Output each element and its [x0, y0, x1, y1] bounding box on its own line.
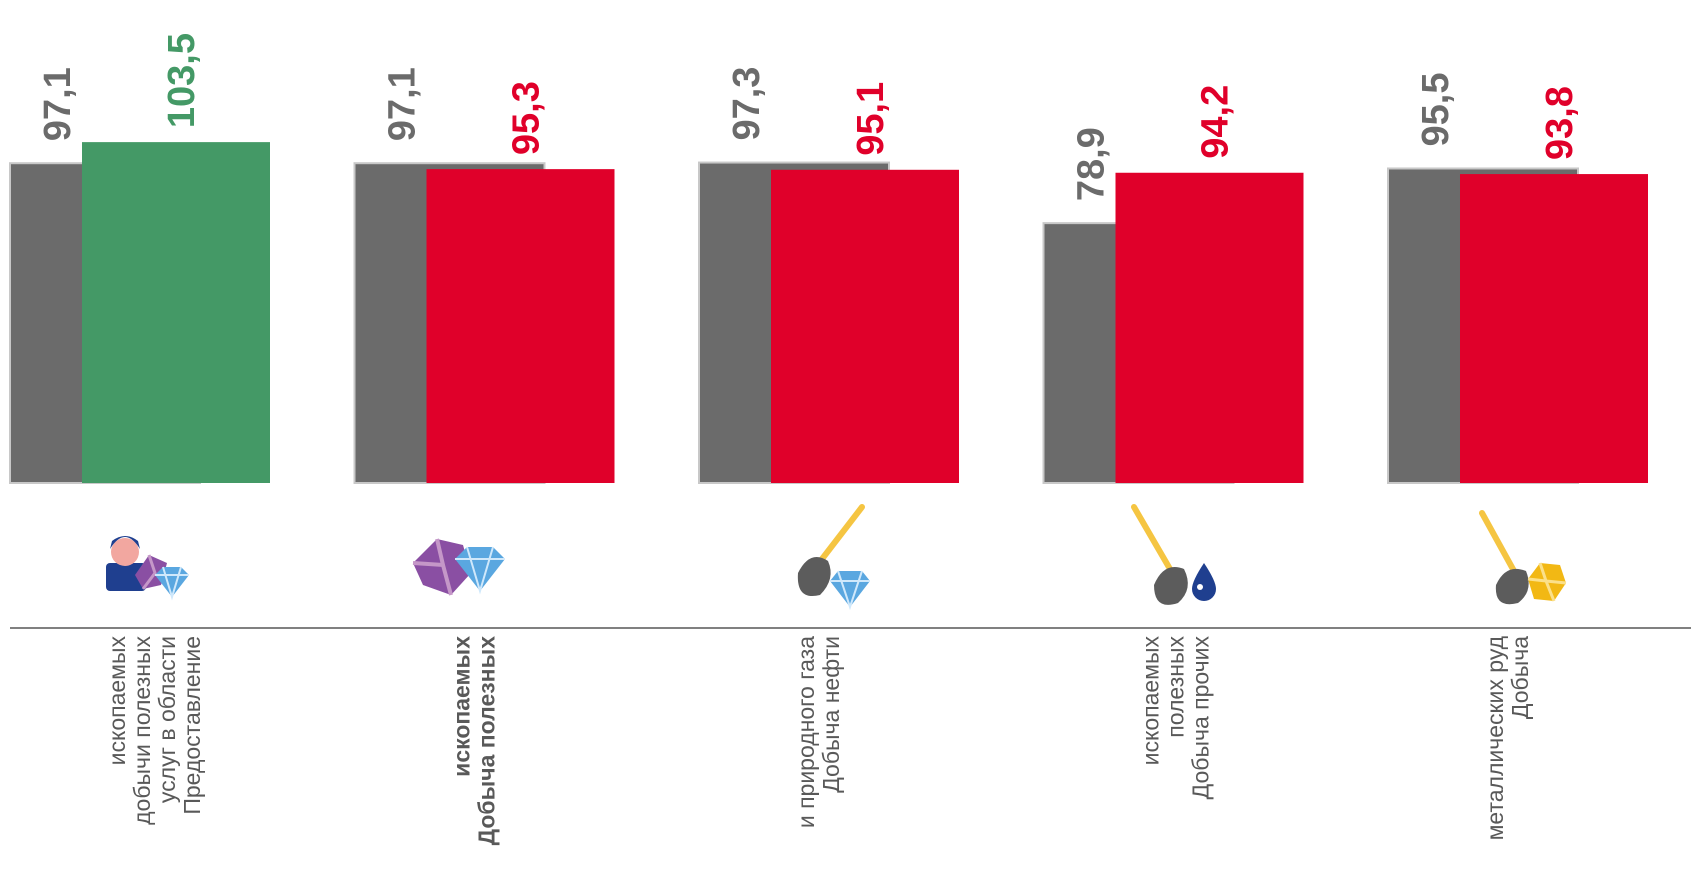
category-label-line: ископаемых [104, 636, 130, 766]
previous-period-labels: 97,1 97,1 97,3 78,9 95,5 [37, 67, 1457, 202]
category-label-line: ископаемых [1138, 636, 1164, 766]
category-label-line: ископаемых [449, 636, 475, 777]
category-label-line: и природного газа [793, 636, 819, 828]
category-icons [106, 504, 1567, 611]
category-label-line: Предоставление [179, 636, 205, 815]
data-label-previous: 78,9 [1071, 127, 1113, 201]
category-label: Добыча нефтии природного газа [793, 636, 844, 828]
current-period-bars [82, 142, 1648, 484]
category-label: Добычаметаллических руд [1482, 635, 1533, 840]
shovel-gold-ore-icon [1479, 510, 1567, 605]
category-label-text: Добыча прочихполезныхископаемых [1138, 636, 1214, 800]
category-label: Предоставлениеуслуг в областидобычи поле… [104, 636, 205, 825]
shovel-oil-drop-icon [1131, 504, 1216, 605]
category-label-line: добычи полезных [129, 636, 155, 825]
data-label-previous: 97,1 [37, 67, 79, 141]
data-label-current: 95,3 [506, 81, 548, 155]
miner-with-gems-icon [106, 536, 189, 601]
bar-current [771, 169, 959, 483]
data-label-current: 94,2 [1195, 85, 1237, 159]
category-label-text: Добыча нефтии природного газа [793, 636, 844, 828]
category-label-text: Предоставлениеуслуг в областидобычи поле… [104, 636, 205, 825]
category-label-line: Добыча полезных [474, 636, 500, 846]
data-label-current: 103,5 [161, 33, 203, 128]
category-label: Добыча полезныхископаемых [449, 636, 500, 846]
bar-current [82, 142, 270, 484]
bar-current [1460, 174, 1648, 483]
bar-current [426, 169, 615, 483]
data-label-current: 95,1 [850, 82, 892, 156]
bar-current [1115, 172, 1304, 483]
data-label-previous: 97,3 [726, 67, 768, 141]
category-label-line: металлических руд [1482, 635, 1508, 840]
data-label-previous: 95,5 [1415, 73, 1457, 147]
category-label-text: Добычаметаллических руд [1482, 635, 1533, 840]
category-label-line: Добыча [1507, 636, 1533, 719]
shovel-diamond-icon [797, 504, 870, 611]
category-label-line: Добыча прочих [1188, 636, 1214, 800]
gems-icon [412, 538, 505, 596]
category-label-line: полезных [1163, 636, 1189, 738]
current-period-labels: 103,5 95,3 95,1 94,2 93,8 [161, 33, 1581, 160]
category-labels: Предоставлениеуслуг в областидобычи поле… [104, 635, 1533, 845]
category-label-text: Добыча полезныхископаемых [449, 636, 500, 846]
category-label-line: Добыча нефти [818, 636, 844, 793]
category-label: Добыча прочихполезныхископаемых [1138, 636, 1214, 800]
category-label-line: услуг в области [154, 636, 180, 803]
data-label-current: 93,8 [1539, 86, 1581, 160]
data-label-previous: 97,1 [382, 67, 424, 141]
